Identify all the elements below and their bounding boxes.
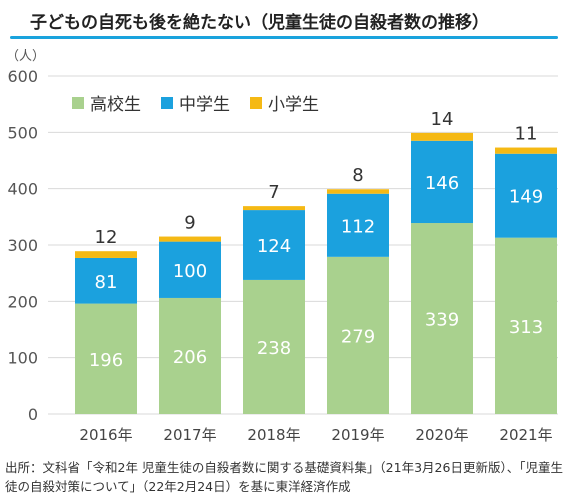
bar-segment [411,132,473,141]
data-label: 112 [341,216,375,237]
y-unit-label: （人） [6,49,45,64]
data-label: 196 [89,350,123,371]
data-label: 9 [184,213,195,234]
stacked-bar-chart: 0100200300400500600（人）19681122016年206100… [6,49,558,444]
legend-label: 高校生 [90,95,141,115]
y-tick-label: 300 [7,236,38,255]
data-label: 149 [509,187,543,208]
bar-segment [75,257,137,304]
legend-swatch [72,97,84,109]
legend-label: 中学生 [179,95,230,115]
x-tick-label: 2018年 [247,426,300,444]
legend-swatch [161,97,173,109]
bar-segment [327,193,389,257]
page-title: 子どもの自死も後を絶たない（児童生徒の自殺者数の推移） [30,13,489,33]
bar-segment [75,251,137,258]
bar-segment [159,297,221,414]
data-label: 14 [431,109,454,130]
bar-segment [243,206,305,211]
bar-segment [411,223,473,414]
bar-segment [159,236,221,242]
data-label: 313 [509,317,543,338]
x-tick-label: 2021年 [499,426,552,444]
y-tick-label: 100 [7,349,38,368]
x-tick-label: 2016年 [79,426,132,444]
bar-segment [159,241,221,298]
y-tick-label: 0 [28,405,38,424]
bar-segment [495,237,557,414]
bar-segment [327,256,389,414]
data-label: 100 [173,261,207,282]
legend-swatch [250,97,262,109]
y-tick-label: 500 [7,123,38,142]
bar-segment [327,189,389,194]
data-label: 339 [425,310,459,331]
x-tick-label: 2019年 [331,426,384,444]
y-tick-label: 400 [7,180,38,199]
data-label: 7 [268,182,279,203]
bar-segment [243,210,305,280]
bar-segment [495,153,557,238]
data-label: 146 [425,173,459,194]
bar-segment [495,147,557,154]
legend-label: 小学生 [268,95,319,115]
x-tick-label: 2017年 [163,426,216,444]
data-label: 8 [352,165,363,186]
data-label: 11 [515,124,538,145]
bar-segment [243,279,305,414]
bar-segment [411,140,473,224]
y-tick-label: 200 [7,292,38,311]
data-label: 206 [173,347,207,368]
title-underline [10,36,558,39]
x-tick-label: 2020年 [415,426,468,444]
source-note: 出所：文科省「令和2年 児童生徒の自殺者数に関する基礎資料集」（21年3月26日… [5,460,563,494]
data-label: 12 [95,227,118,248]
data-label: 124 [257,236,291,257]
y-tick-label: 600 [7,67,38,86]
data-label: 279 [341,326,375,347]
data-label: 238 [257,338,291,359]
data-label: 81 [95,272,118,293]
bar-segment [75,303,137,414]
